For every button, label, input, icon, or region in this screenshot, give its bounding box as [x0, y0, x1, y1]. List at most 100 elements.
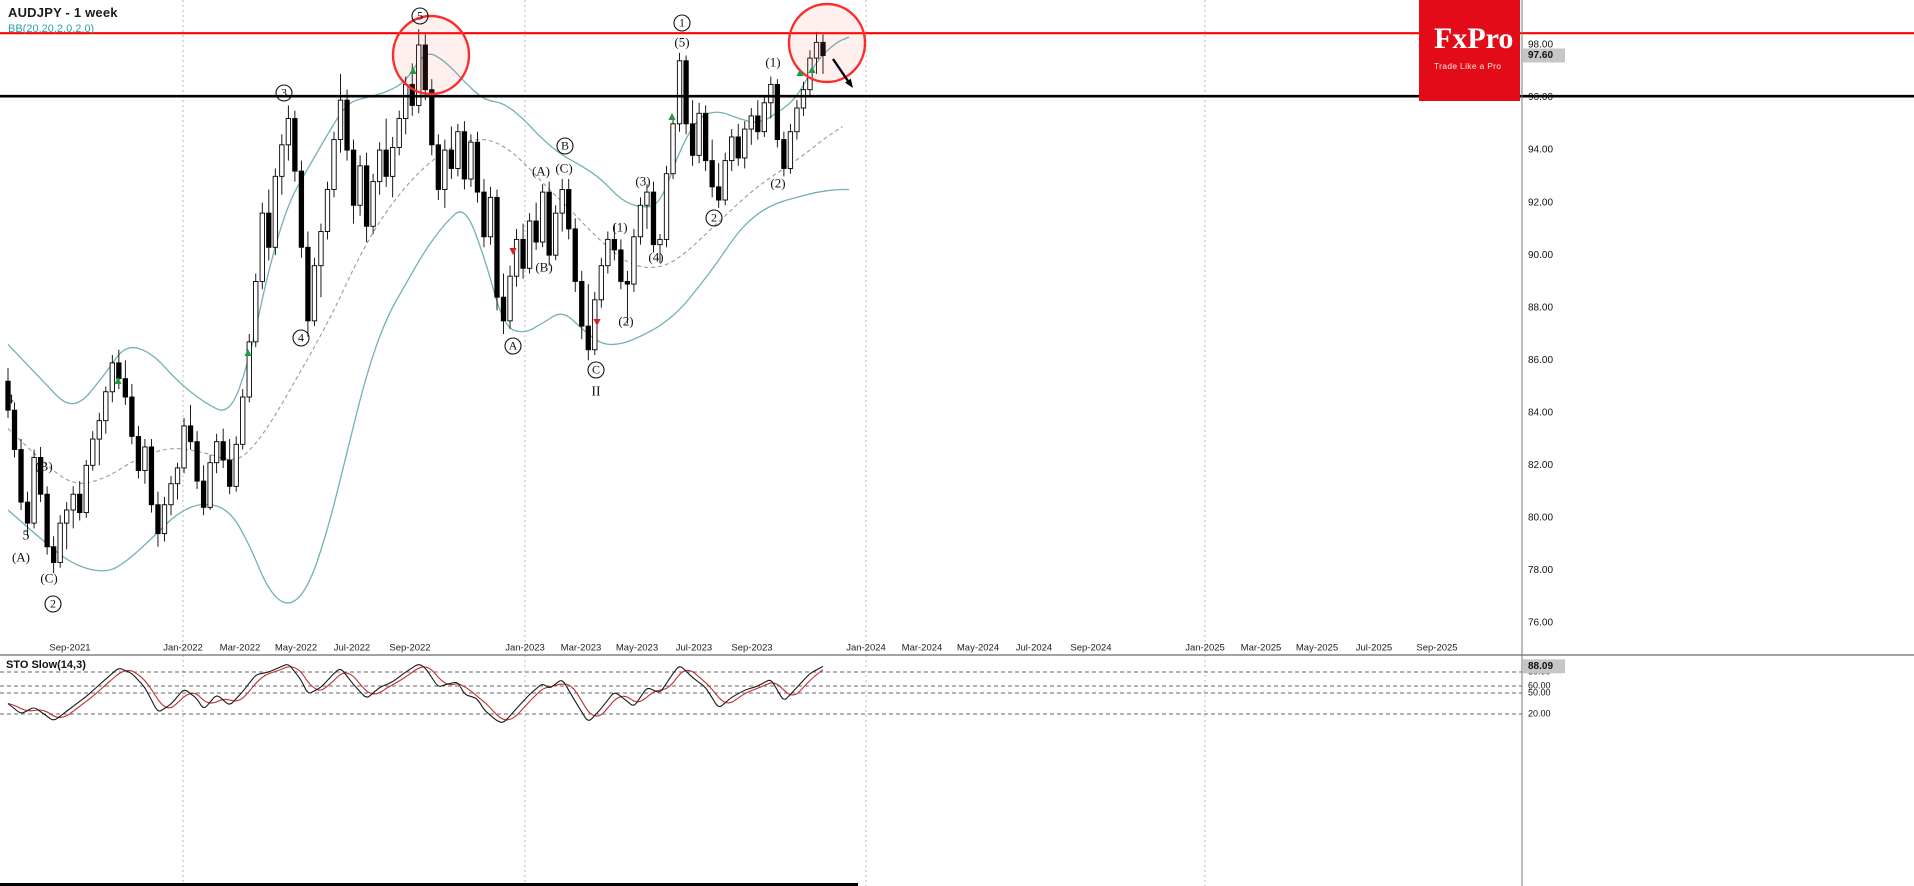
wave-label-circle [705, 209, 723, 227]
candle-body [585, 325, 591, 351]
candle-body [474, 141, 481, 193]
price-axis-label: 92.00 [1528, 197, 1553, 208]
candle-body [481, 191, 487, 238]
wave-label: (B) [35, 458, 52, 473]
buy-marker-icon [114, 377, 122, 384]
fxpro-logo-text: FxPro [1434, 22, 1514, 55]
current-price-label: 97.60 [1528, 50, 1553, 61]
candle-body [624, 280, 631, 285]
candle-body [618, 249, 624, 282]
candle-body [696, 112, 702, 156]
candle-body [435, 144, 441, 190]
time-axis-label: Jan-2023 [505, 643, 545, 654]
wave-label: A [509, 338, 518, 352]
time-axis-label: Jan-2024 [846, 643, 886, 654]
candle-body [37, 456, 44, 495]
wave-label-circle [556, 137, 574, 155]
current-price-tag [1523, 48, 1565, 63]
wave-annotation-layer: 4 (B) 5 (A) (C) 2 3 4 5 A B (A) (B) (C) C II (1) (2) (3) (4… [7, 7, 786, 613]
time-axis-label: Jul-2025 [1356, 643, 1392, 654]
sto-level-label: 20.00 [1528, 708, 1551, 718]
buy-marker-icon [668, 113, 676, 120]
candle-body [96, 420, 102, 440]
candle-body [579, 280, 585, 327]
candle-body [592, 299, 598, 351]
candle-body [187, 425, 194, 443]
candle-body [298, 170, 305, 248]
candle-body [109, 362, 115, 393]
wave-label: (5) [674, 34, 689, 49]
candle-body [507, 275, 513, 322]
symbol-title: AUDJPY - 1 week [8, 5, 118, 20]
candle-body [553, 212, 559, 256]
candle-body [57, 522, 63, 563]
buy-marker-icon [808, 66, 816, 73]
time-axis-label: Mar-2023 [561, 643, 602, 654]
price-axis-label: 84.00 [1528, 407, 1553, 418]
candle-body [279, 144, 285, 177]
time-axis-label: Jul-2023 [676, 643, 712, 654]
candle-body [103, 391, 109, 422]
price-axis-label: 94.00 [1528, 145, 1553, 156]
candle-body [409, 83, 415, 106]
candle-body [650, 191, 657, 246]
indicator-label: BB(20,20,2.0,2.0) [8, 23, 95, 35]
wave-label: 5 [417, 8, 423, 22]
buy-marker-icon [244, 349, 252, 356]
trend-arrow-shaft [832, 58, 849, 82]
time-axis-label: Sep-2022 [389, 643, 430, 654]
time-axis[interactable]: Sep-2021 Jan-2022 Mar-2022 May-2022 Jul-2022… [49, 643, 1457, 654]
candle-body [90, 438, 96, 466]
bottom-edge-line [0, 883, 858, 886]
candle-body [598, 265, 604, 301]
candle-body [305, 246, 311, 322]
candle-body [611, 238, 618, 251]
candle-body [233, 443, 239, 487]
price-axis[interactable]: 98.00 96.00 94.00 92.00 90.00 88.00 86.00 84.00… [1523, 40, 1565, 629]
candle-body [689, 123, 696, 156]
candle-body [5, 380, 11, 411]
candle-body [292, 118, 298, 172]
highlight-circle [787, 2, 867, 84]
candle-body [174, 467, 181, 485]
buy-marker-icon [796, 69, 804, 76]
price-axis-label: 82.00 [1528, 460, 1553, 471]
candle-body [494, 196, 500, 298]
candle-body [813, 41, 820, 59]
sto-value-label: 88.09 [1528, 661, 1553, 672]
price-axis-label: 86.00 [1528, 355, 1553, 366]
candle-body [207, 462, 213, 508]
candle-body [559, 189, 565, 214]
candle-body [142, 446, 148, 472]
candle-body [716, 186, 722, 201]
candle-body [376, 149, 383, 183]
buy-marker-icon [409, 67, 417, 74]
time-axis-label: May-2025 [1296, 643, 1338, 654]
candle-body [285, 118, 292, 146]
wave-label-circle [504, 337, 522, 355]
candle-body [370, 181, 376, 227]
candle-body [266, 212, 272, 248]
wave-label: (3) [635, 173, 650, 188]
price-axis-label: 76.00 [1528, 618, 1553, 629]
wave-label: 2 [711, 210, 717, 224]
candle-body [246, 341, 252, 398]
candle-body [155, 504, 161, 535]
candle-body [468, 141, 474, 180]
price-axis-label: 88.00 [1528, 302, 1553, 313]
candle-body [331, 139, 337, 190]
time-axis-label: Jul-2022 [334, 643, 370, 654]
wave-label: (2) [618, 313, 633, 328]
wave-label: (B) [535, 259, 552, 274]
time-axis-label: Jan-2025 [1185, 643, 1225, 654]
sto-value-tag [1523, 659, 1565, 674]
sto-level-label: 50.00 [1528, 687, 1551, 697]
candle-body [337, 99, 344, 141]
candle-body [546, 191, 552, 256]
candle-body [181, 425, 187, 469]
wave-label: 1 [679, 15, 685, 29]
candle-body [77, 493, 83, 514]
